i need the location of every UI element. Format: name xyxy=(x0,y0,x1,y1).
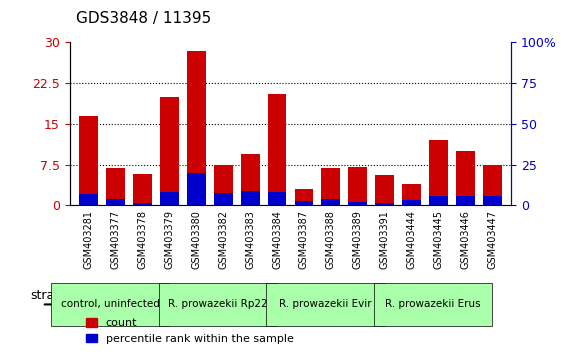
Bar xyxy=(402,200,421,205)
Bar xyxy=(295,201,313,205)
Bar xyxy=(429,195,448,205)
Bar xyxy=(349,167,367,205)
Bar xyxy=(160,192,179,205)
Bar xyxy=(214,193,232,205)
Legend: count, percentile rank within the sample: count, percentile rank within the sample xyxy=(81,314,298,348)
Bar xyxy=(241,192,260,205)
Text: R. prowazekii Evir: R. prowazekii Evir xyxy=(279,299,372,309)
Bar xyxy=(321,199,340,205)
Bar xyxy=(106,199,125,205)
Bar xyxy=(456,196,475,205)
Bar xyxy=(79,194,98,205)
Bar xyxy=(349,202,367,205)
Bar xyxy=(429,140,448,205)
Text: strain: strain xyxy=(31,290,66,302)
Text: R. prowazekii Erus: R. prowazekii Erus xyxy=(385,299,481,309)
Bar xyxy=(133,203,152,205)
Bar xyxy=(375,176,394,205)
Bar xyxy=(295,189,313,205)
Bar xyxy=(187,173,206,205)
Bar xyxy=(268,192,286,205)
Bar xyxy=(268,94,286,205)
Bar xyxy=(241,154,260,205)
Bar xyxy=(483,195,502,205)
Bar xyxy=(106,169,125,205)
Text: control, uninfected: control, uninfected xyxy=(60,299,160,309)
Bar xyxy=(483,165,502,205)
Bar xyxy=(160,97,179,205)
Bar xyxy=(187,51,206,205)
Bar xyxy=(321,169,340,205)
Bar xyxy=(133,174,152,205)
Bar xyxy=(402,184,421,205)
Bar xyxy=(214,165,232,205)
Bar xyxy=(456,151,475,205)
Text: GDS3848 / 11395: GDS3848 / 11395 xyxy=(76,11,211,25)
Bar xyxy=(79,116,98,205)
Text: R. prowazekii Rp22: R. prowazekii Rp22 xyxy=(168,299,268,309)
Bar xyxy=(375,203,394,205)
